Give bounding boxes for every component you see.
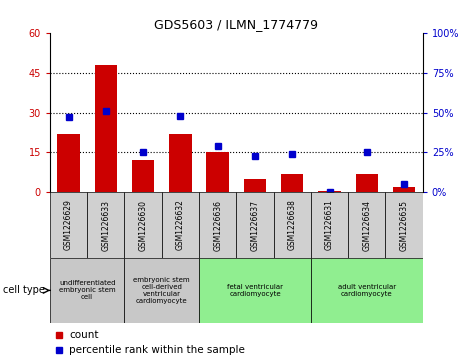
Bar [50,258,124,323]
Bar [311,192,348,258]
Bar [50,192,87,258]
Text: GSM1226631: GSM1226631 [325,200,334,250]
Bar [162,192,199,258]
Bar [87,192,124,258]
Text: GSM1226634: GSM1226634 [362,200,371,250]
Bar [237,192,274,258]
Text: undifferentiated
embryonic stem
cell: undifferentiated embryonic stem cell [59,280,115,301]
Bar [348,192,386,258]
Bar [393,187,415,192]
Text: GSM1226629: GSM1226629 [64,200,73,250]
Text: GSM1226636: GSM1226636 [213,200,222,250]
Text: GSM1226637: GSM1226637 [250,200,259,250]
Bar [199,192,236,258]
Text: GSM1226632: GSM1226632 [176,200,185,250]
Bar [169,134,191,192]
Bar [274,192,311,258]
Bar [207,152,229,192]
Bar [124,258,199,323]
Text: GSM1226638: GSM1226638 [288,200,297,250]
Text: GSM1226633: GSM1226633 [101,200,110,250]
Bar [132,160,154,192]
Bar [318,191,341,192]
Text: adult ventricular
cardiomyocyte: adult ventricular cardiomyocyte [338,284,396,297]
Text: embryonic stem
cell-derived
ventricular
cardiomyocyte: embryonic stem cell-derived ventricular … [133,277,190,304]
Bar [281,174,304,192]
Bar [124,192,162,258]
Text: count: count [69,330,98,340]
Text: fetal ventricular
cardiomyocyte: fetal ventricular cardiomyocyte [227,284,283,297]
Text: cell type: cell type [3,285,45,295]
Bar [386,192,423,258]
Title: GDS5603 / ILMN_1774779: GDS5603 / ILMN_1774779 [154,19,318,32]
Text: GSM1226630: GSM1226630 [139,200,148,250]
Bar [199,258,311,323]
Bar [57,134,80,192]
Bar [244,179,266,192]
Bar [95,65,117,192]
Text: GSM1226635: GSM1226635 [399,200,408,250]
Bar [356,174,378,192]
Text: percentile rank within the sample: percentile rank within the sample [69,345,245,355]
Bar [311,258,423,323]
